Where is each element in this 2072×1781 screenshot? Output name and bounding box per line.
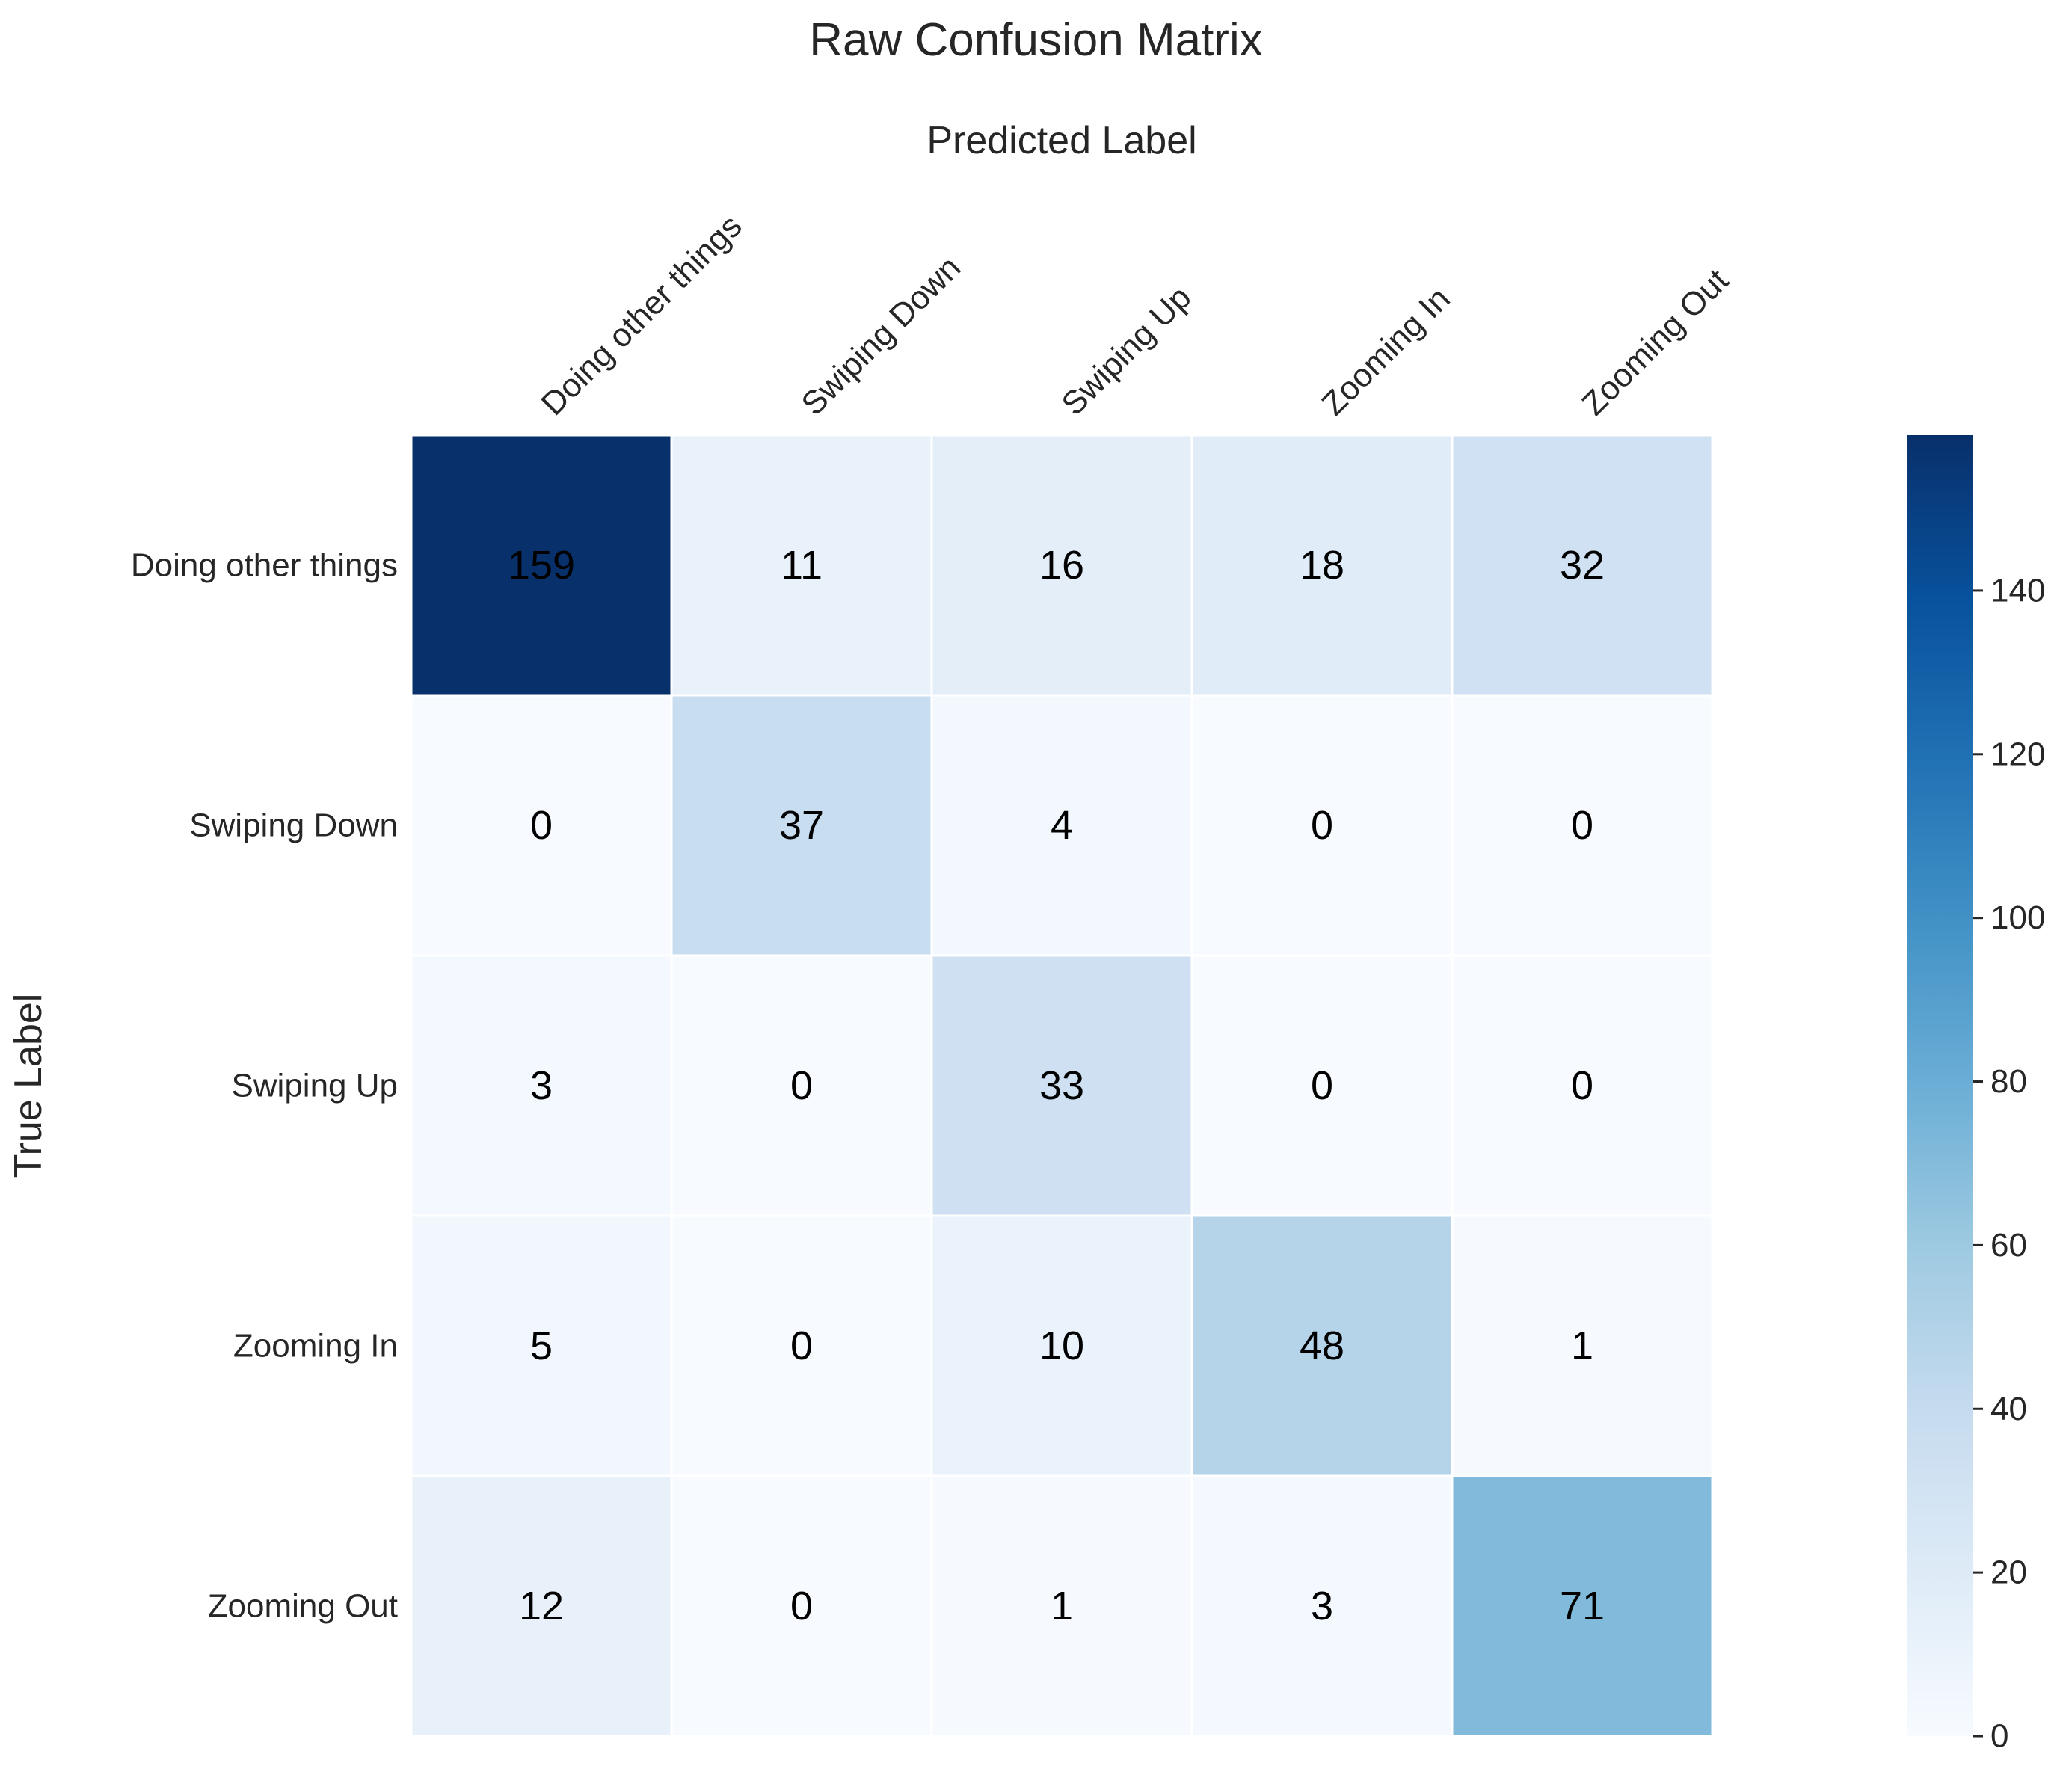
heatmap-cell [670,694,933,957]
cell-value-label: 0 [1311,1063,1333,1108]
colorbar-tick-label: 120 [1990,736,2045,772]
heatmap-cell [1190,434,1454,697]
colorbar-tick-label: 0 [1990,1718,2008,1755]
cell-value-label: 32 [1560,543,1605,588]
heatmap-cell [930,1214,1193,1477]
cell-value-label: 16 [1039,543,1084,588]
heatmap-cell [670,1214,933,1477]
heatmap-cell [670,1474,933,1738]
cell-value-label: 1 [1571,1323,1593,1368]
heatmap-cell [670,954,933,1217]
cell-value-label: 0 [1311,803,1333,848]
heatmap-cell [930,1474,1193,1738]
heatmap-cell [930,954,1193,1217]
cell-value-label: 5 [530,1323,553,1368]
cell-value-label: 18 [1300,543,1344,588]
cell-value-label: 3 [1311,1584,1333,1628]
cell-value-label: 4 [1051,803,1073,848]
cell-value-label: 3 [530,1063,553,1108]
x-axis-label: Predicted Label [926,119,1196,162]
heatmap-cell [930,694,1193,957]
cell-value-label: 37 [779,803,824,848]
x-tick-label: Zooming Out [1575,262,1735,422]
y-axis-label: True Label [7,994,50,1178]
heatmap-cell [1451,1474,1714,1738]
colorbar-tick-label: 100 [1990,899,2045,936]
cell-value-label: 0 [1571,803,1593,848]
heatmap-cell [1190,1214,1454,1477]
colorbar-tick-label: 140 [1990,572,2045,609]
cell-value-label: 0 [790,1063,813,1108]
cell-value-label: 0 [790,1584,813,1628]
colorbar-tick-label: 60 [1990,1227,2027,1264]
cell-value-label: 0 [1571,1063,1593,1108]
cell-value-label: 0 [790,1323,813,1368]
y-tick-label: Swiping Down [189,808,398,844]
heatmap-cell [410,434,673,697]
heatmap-cell [1451,1214,1714,1477]
cell-value-label: 10 [1039,1323,1084,1368]
heatmap-cell [670,434,933,697]
cell-value-label: 11 [781,543,823,588]
colorbar-tick-label: 40 [1990,1391,2027,1427]
heatmap-cell [930,434,1193,697]
heatmap-cell [410,1474,673,1738]
colorbar-tick-label: 80 [1990,1063,2027,1100]
heatmap-cell [1451,954,1714,1217]
heatmap-cell [1190,1474,1454,1738]
x-tick-label: Zooming In [1315,280,1457,422]
colorbar-tick-label: 20 [1990,1554,2027,1591]
cell-value-label: 48 [1300,1323,1344,1368]
x-tick-label: Swiping Down [794,249,968,422]
heatmap-cell [1451,694,1714,957]
y-tick-label: Zooming Out [208,1588,398,1625]
x-tick-label: Doing other things [534,208,748,422]
cell-value-label: 71 [1560,1584,1605,1628]
y-tick-label: Swiping Up [231,1068,398,1104]
cell-value-label: 0 [530,803,553,848]
y-tick-label: Doing other things [131,547,398,584]
cell-value-label: 33 [1039,1063,1084,1108]
colorbar [1907,435,1973,1736]
heatmap-cell [410,1214,673,1477]
y-tick-label: Zooming In [233,1328,398,1365]
heatmap-cell [1190,954,1454,1217]
cell-value-label: 1 [1051,1584,1073,1628]
x-tick-label: Swiping Up [1054,279,1198,422]
cell-value-label: 12 [519,1584,564,1628]
cell-value-label: 159 [508,543,575,588]
heatmap-cell [1190,694,1454,957]
chart-title: Raw Confusion Matrix [809,14,1263,66]
